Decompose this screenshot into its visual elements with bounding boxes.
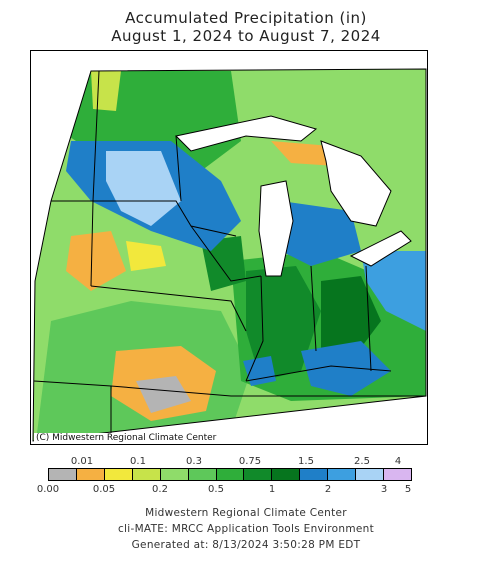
legend-swatch: [328, 469, 357, 480]
footer-organization: Midwestern Regional Climate Center: [145, 507, 347, 519]
border-oh-wv: [365, 265, 372, 372]
legend-swatch: [384, 469, 411, 480]
legend-swatch: [216, 469, 245, 480]
precip-zone-kentucky-blue: [301, 341, 391, 396]
border-ky-tn: [245, 365, 392, 382]
legend-tick-bottom-2: 0.05: [92, 484, 116, 495]
map-title: Accumulated Precipitation (in): [125, 9, 367, 27]
legend-tick-top-6: 2.5: [354, 456, 370, 467]
legend-swatch: [76, 469, 105, 480]
legend-swatch: [300, 469, 329, 480]
great-lakes: [174, 115, 412, 277]
footer-generated-time: Generated at: 8/13/2024 3:50:28 PM EDT: [131, 539, 361, 551]
legend-tick-bottom-6: 2: [324, 484, 332, 495]
precip-zone-southwest-gray: [136, 376, 191, 413]
precipitation-map-graphic: [32, 68, 427, 442]
precip-zone-east-blue: [361, 251, 426, 331]
legend-swatch: [49, 469, 77, 480]
state-borders: [32, 68, 427, 442]
legend-tick-bottom-8: 5: [404, 484, 412, 495]
legend-tick-bottom-3: 0.2: [152, 484, 168, 495]
precip-zone-indiana-darkgreen: [321, 276, 381, 361]
footer-tool-name: cli-MATE: MRCC Application Tools Environ…: [117, 523, 375, 535]
border-ia-mo: [90, 285, 247, 332]
lake-erie: [349, 230, 412, 267]
legend-tick-top-2: 0.1: [130, 456, 146, 467]
legend-swatch: [356, 469, 385, 480]
border-mn-wi: [175, 135, 182, 202]
border-mn-south: [51, 200, 237, 237]
legend-color-bar: [48, 468, 412, 481]
precip-zone-west-yellow: [126, 241, 166, 271]
legend-tick-top-4: 0.75: [238, 456, 262, 467]
precip-zone-up-orange: [271, 141, 336, 166]
legend-tick-top-3: 0.3: [186, 456, 202, 467]
legend-swatch: [244, 469, 273, 480]
legend-swatch: [272, 469, 301, 480]
legend-swatch: [188, 469, 217, 480]
legend-tick-top-7: 4: [394, 456, 402, 467]
copyright-label: (C) Midwestern Regional Climate Center: [34, 433, 219, 443]
legend-tick-bottom-5: 1: [268, 484, 276, 495]
legend-tick-top-1: 0.01: [70, 456, 94, 467]
lower-michigan-unshaded: [320, 140, 392, 227]
legend-swatch: [160, 469, 189, 480]
legend-tick-bottom-1: 0.00: [36, 484, 60, 495]
precip-zone-nw-yellowgreen: [91, 71, 121, 111]
border-mo-ar: [33, 380, 426, 397]
precip-zone-michigan-blue: [281, 201, 361, 266]
legend-swatch: [104, 469, 133, 480]
precipitation-legend: 0.01 0.1 0.3 0.75 1.5 2.5 4 0.00 0.05 0.…: [0, 452, 492, 502]
border-wi-il: [190, 225, 262, 282]
border-il-in: [245, 275, 264, 382]
lake-michigan: [258, 180, 294, 277]
precip-zone-north-lightblue: [106, 151, 181, 226]
border-in-oh: [310, 265, 317, 352]
legend-tick-bottom-7: 3: [380, 484, 388, 495]
legend-swatch: [132, 469, 161, 480]
precipitation-map: [30, 50, 428, 445]
legend-tick-top-5: 1.5: [298, 456, 314, 467]
legend-tick-bottom-4: 0.5: [208, 484, 224, 495]
precip-zone-west-orange: [66, 231, 126, 291]
lake-superior: [174, 115, 318, 152]
precip-zone-small-blue: [243, 356, 276, 386]
map-date-range: August 1, 2024 to August 7, 2024: [111, 27, 381, 45]
